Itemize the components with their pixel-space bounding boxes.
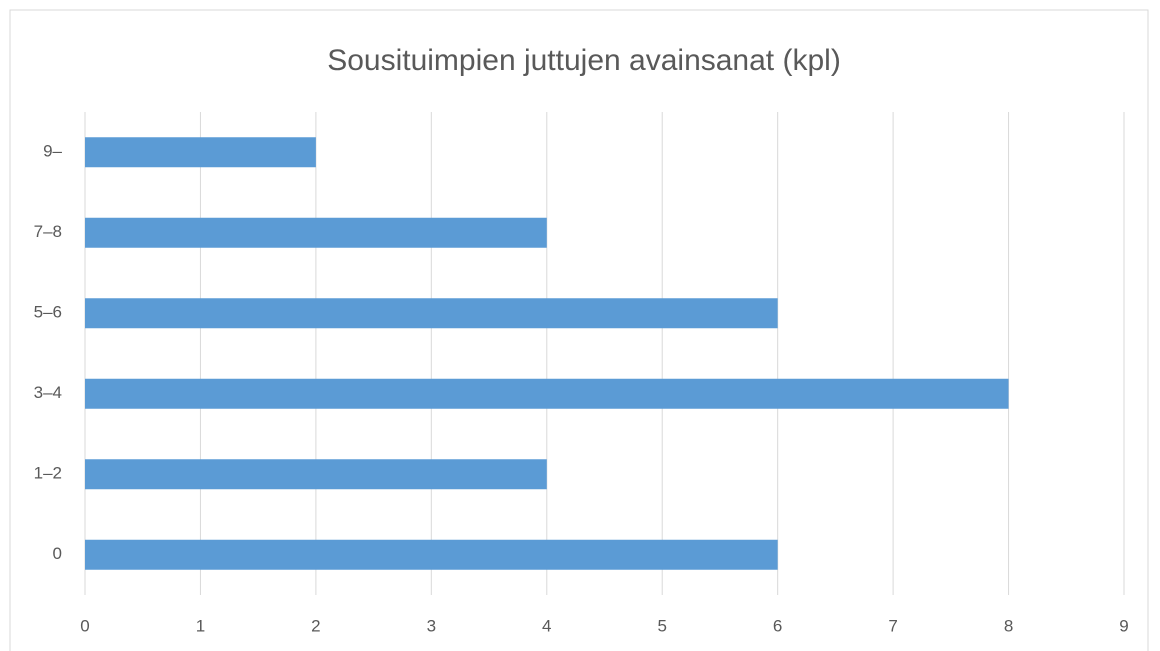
y-tick-label: 7–8 bbox=[34, 222, 62, 241]
y-tick-label: 1–2 bbox=[34, 464, 62, 483]
x-tick-label: 0 bbox=[80, 616, 89, 635]
x-tick-label: 9 bbox=[1119, 616, 1128, 635]
x-tick-label: 7 bbox=[888, 616, 897, 635]
y-tick-label: 9– bbox=[43, 142, 62, 161]
x-tick-label: 5 bbox=[657, 616, 666, 635]
x-tick-label: 8 bbox=[1004, 616, 1013, 635]
bar bbox=[85, 539, 778, 570]
y-tick-label: 0 bbox=[53, 544, 62, 563]
x-tick-label: 4 bbox=[542, 616, 551, 635]
bar bbox=[85, 217, 547, 248]
x-tick-label: 3 bbox=[427, 616, 436, 635]
bar bbox=[85, 459, 547, 490]
bar bbox=[85, 298, 778, 329]
x-tick-label: 6 bbox=[773, 616, 782, 635]
bar bbox=[85, 378, 1009, 409]
chart-title: Sousituimpien juttujen avainsanat (kpl) bbox=[327, 44, 841, 77]
x-tick-label: 2 bbox=[311, 616, 320, 635]
bar bbox=[85, 137, 316, 168]
x-tick-label: 1 bbox=[196, 616, 205, 635]
y-tick-label: 3–4 bbox=[34, 383, 62, 402]
y-tick-label: 5–6 bbox=[34, 303, 62, 322]
